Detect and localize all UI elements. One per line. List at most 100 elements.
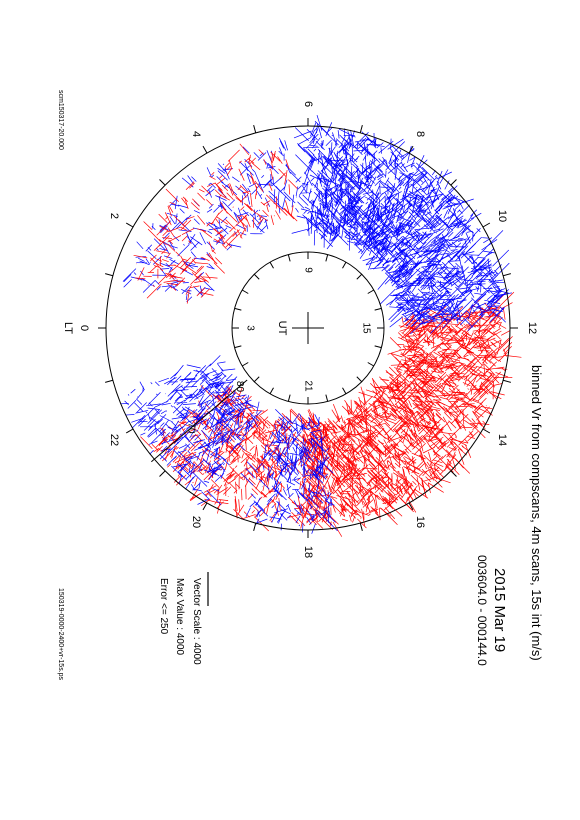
vector-negative bbox=[358, 206, 375, 218]
vector-positive bbox=[409, 380, 416, 387]
vector-negative bbox=[365, 166, 380, 178]
vector-negative bbox=[417, 172, 428, 183]
vector-positive bbox=[472, 330, 487, 345]
vector-negative bbox=[244, 399, 252, 403]
vector-negative bbox=[436, 180, 440, 184]
vector-positive bbox=[415, 359, 418, 362]
vector-positive bbox=[271, 458, 274, 461]
vector-positive bbox=[428, 386, 430, 388]
vector-positive bbox=[240, 431, 254, 444]
vector-positive bbox=[488, 339, 502, 348]
vector-negative bbox=[411, 296, 424, 299]
vector-positive bbox=[307, 502, 321, 516]
vector-negative bbox=[370, 236, 375, 241]
vector-negative bbox=[429, 195, 435, 208]
vector-negative bbox=[416, 266, 431, 276]
vector-negative bbox=[177, 470, 188, 481]
vector-negative bbox=[276, 425, 283, 434]
vector-negative bbox=[426, 211, 441, 226]
vector-positive bbox=[347, 486, 349, 488]
vector-negative bbox=[423, 243, 433, 254]
vector-negative bbox=[146, 403, 161, 407]
vector-positive bbox=[332, 485, 342, 495]
vector-positive bbox=[257, 419, 266, 426]
vector-positive bbox=[271, 455, 274, 464]
vector-negative bbox=[315, 214, 318, 234]
vector-negative bbox=[377, 174, 381, 178]
vector-negative bbox=[388, 162, 396, 170]
vector-positive bbox=[192, 463, 204, 474]
vector-positive bbox=[275, 489, 282, 500]
vector-positive bbox=[441, 383, 455, 388]
vector-positive bbox=[467, 352, 472, 356]
vector-positive bbox=[232, 471, 243, 482]
vector-positive bbox=[446, 379, 453, 388]
vector-negative bbox=[407, 276, 421, 291]
vector-negative bbox=[426, 193, 444, 199]
vector-negative bbox=[384, 192, 394, 206]
vector-positive bbox=[429, 471, 435, 481]
vector-positive bbox=[349, 421, 354, 426]
vector-positive bbox=[396, 475, 399, 484]
vector-negative bbox=[377, 261, 382, 267]
vector-negative bbox=[311, 129, 319, 141]
vector-positive bbox=[366, 469, 380, 483]
vector-negative bbox=[372, 238, 383, 245]
vector-negative bbox=[421, 180, 427, 186]
vector-mixed bbox=[297, 201, 305, 209]
vector-negative bbox=[459, 266, 469, 276]
vector-negative bbox=[315, 140, 325, 151]
vector-mixed bbox=[279, 147, 283, 155]
vector-positive bbox=[260, 455, 271, 467]
vector-positive bbox=[363, 406, 365, 408]
vector-negative bbox=[319, 488, 324, 492]
vector-positive bbox=[470, 406, 474, 409]
vector-positive bbox=[269, 519, 272, 521]
vector-negative bbox=[367, 210, 373, 216]
vector-positive bbox=[405, 387, 412, 394]
vector-negative bbox=[415, 310, 431, 320]
vector-negative bbox=[160, 410, 167, 415]
vector-negative bbox=[365, 159, 377, 169]
vector-negative bbox=[293, 479, 300, 485]
vector-positive bbox=[389, 410, 397, 418]
vector-negative bbox=[407, 267, 421, 281]
vector-mixed bbox=[186, 216, 195, 220]
vector-negative bbox=[181, 386, 186, 391]
vector-negative bbox=[398, 305, 405, 309]
vector-positive bbox=[410, 428, 419, 445]
vector-negative bbox=[300, 423, 305, 428]
vector-negative bbox=[160, 431, 165, 437]
vector-negative bbox=[295, 420, 299, 435]
vector-negative bbox=[183, 386, 198, 388]
vector-positive bbox=[368, 499, 374, 505]
vector-negative bbox=[314, 414, 321, 425]
vector-negative bbox=[234, 413, 240, 420]
vector-negative bbox=[411, 180, 415, 194]
vector-negative bbox=[293, 476, 297, 480]
vector-positive bbox=[225, 448, 235, 458]
vector-positive bbox=[406, 322, 420, 325]
vector-negative bbox=[214, 381, 219, 386]
vector-positive bbox=[350, 422, 360, 429]
vector-negative bbox=[314, 220, 328, 233]
vector-negative bbox=[415, 205, 421, 212]
vector-negative bbox=[421, 297, 430, 306]
vector-positive bbox=[420, 348, 429, 357]
vector-positive bbox=[464, 439, 469, 444]
vector-negative bbox=[417, 296, 427, 306]
vector-negative bbox=[370, 227, 374, 246]
vector-negative bbox=[197, 412, 206, 421]
vector-positive bbox=[494, 307, 499, 313]
vector-negative bbox=[326, 492, 330, 495]
vector-positive bbox=[456, 388, 464, 395]
vector-positive bbox=[337, 478, 348, 489]
vector-negative bbox=[308, 158, 314, 164]
vector-negative bbox=[257, 505, 269, 517]
vector-positive bbox=[494, 328, 501, 333]
vector-negative bbox=[439, 268, 447, 276]
vector-positive bbox=[471, 397, 480, 402]
vector-negative bbox=[227, 398, 235, 406]
vector-positive bbox=[416, 477, 421, 491]
vector-negative bbox=[327, 177, 334, 191]
